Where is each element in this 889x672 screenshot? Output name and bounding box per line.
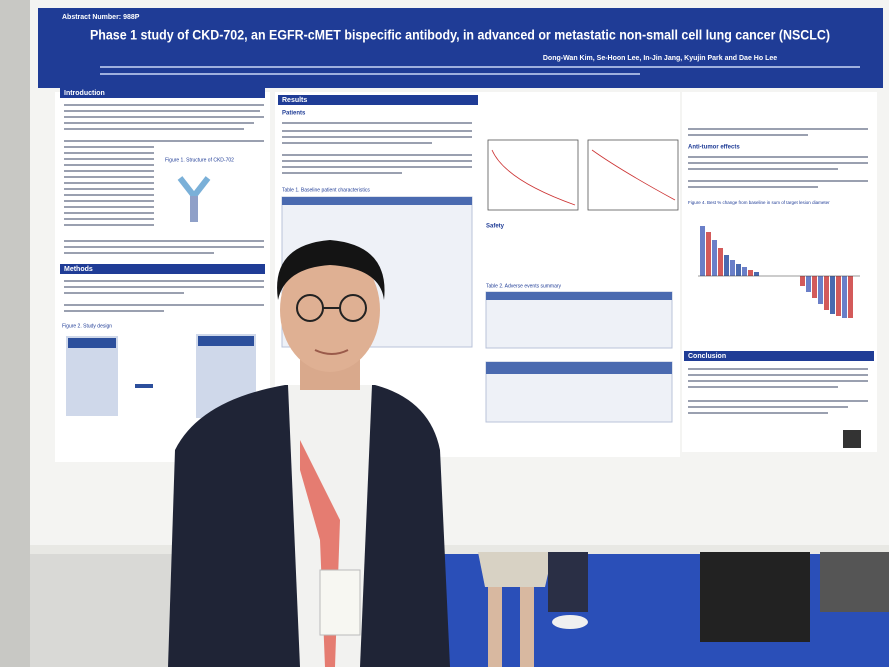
affiliation-line bbox=[100, 66, 860, 68]
table-header bbox=[282, 197, 472, 205]
poster-header bbox=[38, 8, 883, 88]
affiliation-line bbox=[100, 73, 640, 75]
abstract-number: Abstract Number: 988P bbox=[62, 14, 140, 21]
text-lines bbox=[64, 104, 264, 312]
table-header bbox=[486, 292, 672, 300]
section-bar bbox=[60, 88, 265, 98]
figure-caption: Figure 1. Structure of CKD-702 bbox=[165, 157, 234, 163]
person bbox=[168, 240, 450, 667]
subheading: Safety bbox=[486, 224, 505, 230]
poster-authors: Dong-Wan Kim, Se-Hoon Lee, In-Jin Jang, … bbox=[543, 55, 777, 62]
wall-edge bbox=[0, 0, 30, 667]
section-bar bbox=[60, 264, 265, 274]
waterfall-plot bbox=[698, 226, 860, 318]
section-bar bbox=[684, 351, 874, 361]
subheading: Anti-tumor effects bbox=[688, 145, 740, 151]
poster-title: Phase 1 study of CKD-702, an EGFR-cMET b… bbox=[90, 28, 830, 43]
section-heading: Results bbox=[282, 97, 307, 104]
table-header bbox=[486, 362, 672, 374]
table-caption: Table 1. Baseline patient characteristic… bbox=[282, 187, 370, 193]
figure-caption: Figure 2. Study design bbox=[62, 323, 112, 329]
section-heading: Introduction bbox=[64, 90, 105, 97]
section-heading: Conclusion bbox=[688, 353, 726, 360]
antibody-icon bbox=[177, 176, 211, 222]
section-heading: Methods bbox=[64, 266, 93, 273]
text-lines bbox=[688, 368, 868, 414]
table-caption: Table 2. Adverse events summary bbox=[486, 283, 562, 289]
table bbox=[485, 291, 673, 349]
figure-caption: Figure 4. Best % change from baseline in… bbox=[688, 200, 830, 205]
background-people bbox=[478, 552, 889, 667]
text-lines bbox=[282, 122, 472, 174]
text-lines bbox=[688, 128, 868, 188]
pk-plots bbox=[487, 139, 679, 211]
subheading: Patients bbox=[282, 111, 306, 117]
section-bar bbox=[278, 95, 478, 105]
qr-code bbox=[843, 430, 861, 448]
